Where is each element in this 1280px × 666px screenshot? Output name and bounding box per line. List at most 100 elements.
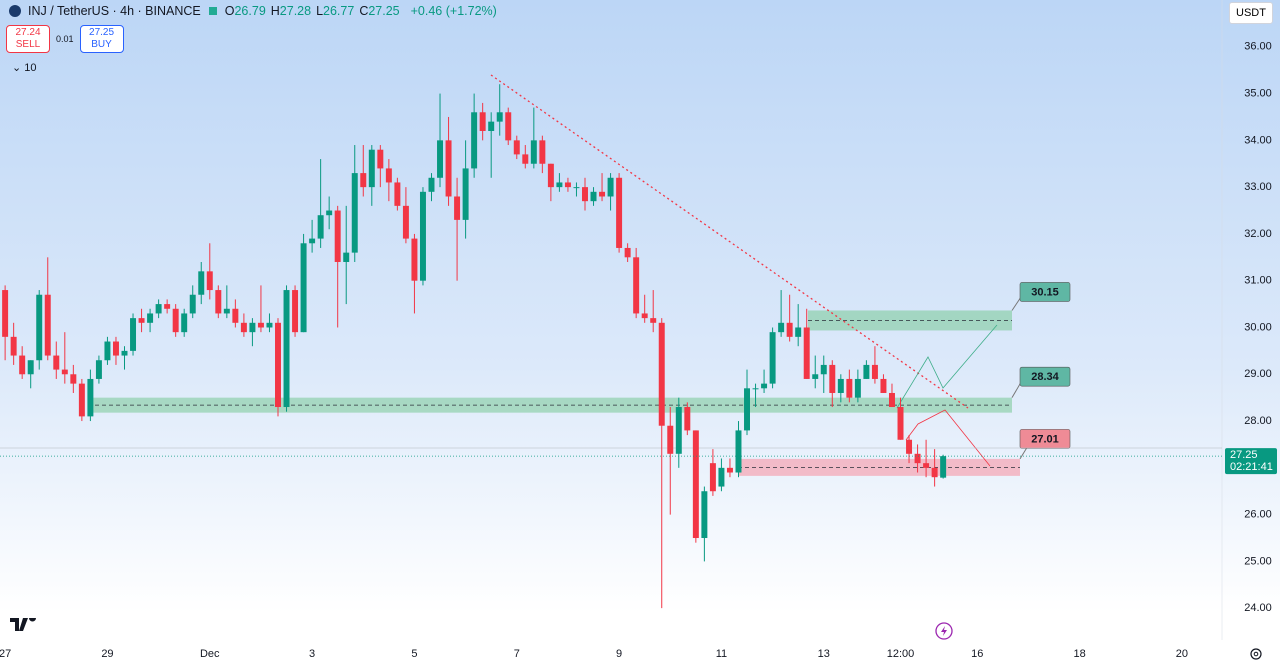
candle-body (940, 456, 947, 478)
candle-body (522, 154, 529, 164)
ohlc-value: 26.79 (234, 4, 266, 18)
candle-body (641, 313, 648, 319)
y-tick-label: 35.00 (1244, 87, 1272, 99)
currency-button[interactable]: USDT (1229, 2, 1273, 24)
market-status (208, 7, 217, 15)
x-tick-label: 12:00 (887, 648, 915, 660)
candle-body (385, 168, 392, 183)
candle-body (479, 112, 486, 131)
candle-body (786, 322, 793, 337)
candle-body (61, 369, 68, 375)
candle-body (300, 243, 307, 333)
candle-body (752, 388, 759, 390)
candle-body (709, 463, 716, 492)
icon-circle (935, 622, 953, 640)
candle-body (394, 182, 401, 206)
spread: 0.01 (56, 34, 74, 44)
candle-body (837, 378, 844, 393)
candle-body (488, 121, 495, 131)
candle-body (556, 182, 563, 188)
y-tick-label: 31.00 (1244, 275, 1272, 287)
candle-body (343, 252, 350, 262)
x-tick-label: 27 (0, 648, 11, 660)
y-tick-label: 33.00 (1244, 181, 1272, 193)
indicators-toggle[interactable]: ⌄ 10 (12, 62, 37, 74)
last-price-tag (1225, 448, 1277, 475)
candle-body (377, 149, 384, 169)
currency: USDT (1236, 7, 1266, 19)
sell-label: SELL (15, 39, 41, 50)
settings-icon[interactable] (1250, 648, 1262, 660)
change: +0.46 (+1.72%) (410, 4, 497, 18)
gear-ring (1250, 648, 1262, 660)
candle-body (164, 304, 171, 309)
callout-label: 28.34 (1031, 371, 1059, 383)
candle-body (675, 407, 682, 454)
candle-body (616, 177, 623, 248)
candle-body (19, 355, 26, 375)
y-tick-label: 36.00 (1244, 41, 1272, 53)
candle-body (692, 430, 699, 539)
candle-body (607, 177, 614, 197)
candle-body (684, 407, 691, 431)
icon-bolt (941, 626, 947, 636)
sell-button[interactable]: 27.24 SELL (6, 25, 50, 53)
candle-body (44, 294, 51, 356)
candle-body (317, 215, 324, 239)
symbol[interactable]: INJ / TetherUS · 4h · BINANCE (28, 4, 201, 18)
candle-body (701, 491, 708, 539)
candle-body (871, 364, 878, 379)
candle-body (726, 467, 733, 473)
candle-body (206, 271, 213, 291)
candle-body (232, 308, 239, 323)
candle-body (130, 318, 137, 351)
candle-body (104, 341, 111, 361)
candle-body (931, 467, 938, 478)
x-tick-label: 20 (1176, 648, 1188, 660)
lightning-icon[interactable] (935, 622, 953, 640)
candle-body (633, 257, 640, 314)
y-tick-label: 24.00 (1244, 602, 1272, 614)
candle-body (530, 140, 537, 164)
gear-hub (1253, 651, 1259, 657)
candle-body (795, 327, 802, 337)
candle-body (505, 112, 512, 141)
candle-body (411, 238, 418, 281)
candle-body (95, 360, 102, 379)
candle-body (582, 187, 588, 202)
candle-body (283, 290, 290, 408)
candle-body (138, 318, 145, 323)
candle-body (445, 140, 452, 197)
candle-body (667, 425, 674, 454)
buy-price: 27.25 (89, 27, 115, 38)
y-tick-label: 32.00 (1244, 228, 1272, 240)
candle-body (223, 308, 230, 314)
y-tick-label: 25.00 (1244, 555, 1272, 567)
candle-body (829, 364, 836, 393)
candle-body (112, 341, 119, 356)
candle-body (880, 378, 887, 393)
tv-logo (10, 618, 36, 631)
trendline (490, 74, 969, 409)
x-tick-label: 18 (1073, 648, 1085, 660)
indicators-count: 10 (24, 62, 37, 74)
candle-body (923, 463, 930, 468)
candle-body (590, 191, 597, 202)
buy-button[interactable]: 27.25 BUY (79, 25, 124, 53)
callout-box (1019, 429, 1071, 449)
candle-body (147, 313, 154, 323)
candle-body (761, 383, 768, 389)
candle-body (189, 294, 196, 314)
icon-bg (9, 5, 21, 17)
x-tick-label: 3 (309, 648, 315, 660)
candle-body (513, 140, 520, 155)
callout-label: 27.01 (1031, 433, 1059, 445)
candle-body (172, 308, 179, 333)
candle-body (599, 191, 606, 197)
candle-body (368, 149, 375, 188)
x-tick-label: 13 (818, 648, 830, 660)
y-tick-label: 26.00 (1244, 509, 1272, 521)
x-tick-label: 7 (514, 648, 520, 660)
candle-body (53, 355, 60, 370)
